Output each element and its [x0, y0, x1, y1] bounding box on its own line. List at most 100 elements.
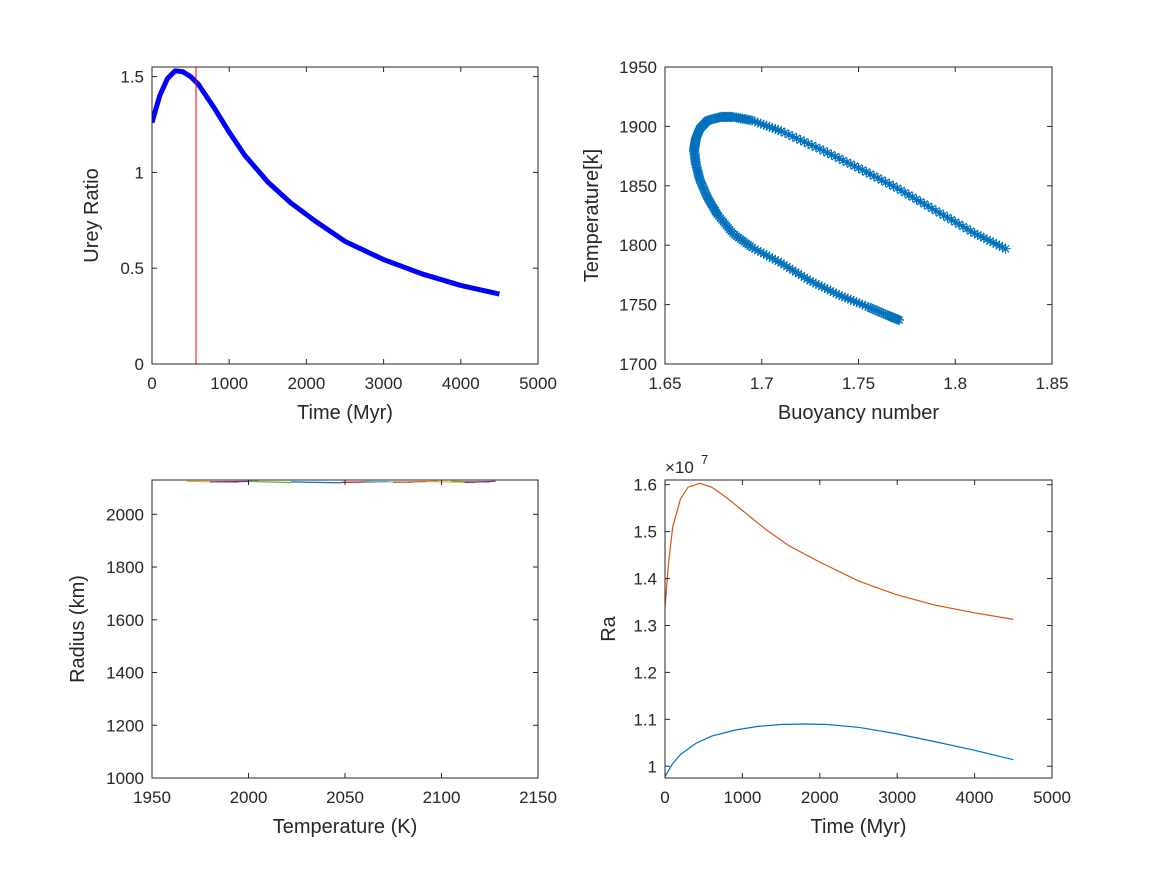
- scatter-point: [938, 210, 949, 221]
- x-tick-label: 1.75: [842, 374, 875, 393]
- x-tick-label: 5000: [1033, 788, 1071, 807]
- scatter-point: [878, 308, 889, 319]
- scatter-point: [700, 187, 711, 198]
- scatter-point: [773, 125, 784, 136]
- scatter-point: [991, 239, 1002, 250]
- scatter-point: [781, 261, 792, 272]
- scatter-point: [972, 229, 983, 240]
- scatter-point: [865, 302, 876, 313]
- scatter-point: [899, 187, 910, 198]
- x-tick-label: 1000: [723, 788, 761, 807]
- scatter-point: [857, 165, 868, 175]
- scatter-point: [764, 251, 775, 262]
- y-tick-label: 2000: [106, 505, 144, 524]
- scatter-point: [787, 265, 798, 276]
- scatter-point: [807, 140, 818, 151]
- scatter-point: [749, 244, 760, 255]
- scatter-point: [860, 300, 871, 311]
- y-tick-label: 1950: [619, 58, 657, 77]
- y-tick-label: 1: [135, 163, 144, 182]
- scatter-point: [848, 296, 859, 307]
- y-tick-label: 1.4: [633, 570, 657, 589]
- subplot-urey-ratio: 0 1000 2000 3000 4000 5000 0 0.5 1 1.5 Time (Myr) U…: [81, 66, 557, 424]
- scatter-point: [796, 270, 807, 281]
- scatter-point: [849, 161, 860, 172]
- scatter-point: [942, 212, 953, 223]
- scatter-point: [988, 237, 999, 248]
- scatter-point: [896, 185, 907, 196]
- axes-frame: [664, 479, 1053, 779]
- scatter-point: [923, 201, 934, 212]
- x-tick-label: 0: [147, 374, 156, 393]
- y-exponent-power: 7: [701, 452, 708, 467]
- y-tick-label: 1.6: [633, 476, 657, 495]
- scatter-point: [776, 126, 787, 137]
- subplot-radius-vs-temperature: 1950 2000 2050 2100 2150 1000 1200 1400 1600 1800…: [67, 479, 557, 838]
- scatter-point: [783, 129, 794, 140]
- scatter-point: [752, 117, 763, 128]
- scatter-point: [870, 305, 881, 316]
- scatter-point: [950, 217, 961, 228]
- scatter-point: [825, 285, 836, 296]
- x-tick-label: 3000: [878, 788, 916, 807]
- x-tick-label: 3000: [365, 374, 403, 393]
- y-tick-label: 1.2: [633, 663, 657, 682]
- x-tick-label: 1.65: [648, 374, 681, 393]
- scatter-point: [818, 145, 829, 156]
- scatter-point: [694, 174, 705, 185]
- series-line-0: [152, 68, 500, 297]
- x-tick-label: 2050: [326, 788, 364, 807]
- scatter-point: [911, 194, 922, 205]
- scatter-point: [779, 259, 790, 270]
- scatter-point: [793, 268, 804, 279]
- series-line-9: [464, 480, 496, 483]
- scatter-point: [857, 299, 868, 310]
- scatter-point: [876, 175, 887, 186]
- scatter-point: [695, 176, 706, 187]
- scatter-point: [872, 173, 883, 184]
- scatter-point: [784, 263, 795, 274]
- plot-area: [152, 480, 538, 778]
- scatter-point: [876, 307, 887, 318]
- scatter-point: [758, 248, 769, 259]
- scatter-point: [930, 205, 941, 216]
- scatter-point: [961, 223, 972, 234]
- scatter-point: [880, 309, 891, 320]
- y-tick-label: 1750: [619, 296, 657, 315]
- scatter-point: [803, 138, 814, 149]
- x-tick-label: 2000: [801, 788, 839, 807]
- y-axis-label: Temperature[k]: [581, 149, 603, 282]
- y-tick-label: 1800: [619, 236, 657, 255]
- plot-marks: [689, 111, 1011, 326]
- scatter-point: [828, 287, 839, 298]
- scatter-point: [826, 149, 837, 160]
- scatter-point: [884, 179, 895, 190]
- plot-marks: [186, 480, 496, 484]
- scatter-point: [770, 124, 781, 135]
- y-tick-label: 1200: [106, 716, 144, 735]
- x-tick-label: 0: [660, 788, 669, 807]
- scatter-point: [834, 153, 845, 164]
- scatter-point: [853, 162, 864, 173]
- scatter-point: [790, 266, 801, 277]
- scatter-point: [861, 167, 872, 178]
- y-tick-label: 1600: [106, 611, 144, 630]
- scatter-point: [946, 214, 957, 225]
- scatter-point: [845, 294, 856, 305]
- x-axis-label: Buoyancy number: [778, 402, 940, 424]
- x-axis-label: Temperature (K): [273, 816, 418, 838]
- scatter-point: [868, 304, 879, 315]
- scatter-point: [842, 293, 853, 304]
- scatter-point: [831, 288, 842, 299]
- scatter-point: [865, 169, 876, 180]
- y-tick-label: 1: [648, 757, 657, 776]
- x-tick-label: 2000: [230, 788, 268, 807]
- scatter-point: [799, 272, 810, 283]
- scatter-point: [837, 291, 848, 302]
- y-tick-label: 1.5: [120, 68, 144, 87]
- subplot-temperature-vs-buoyancy: 1.65 1.7 1.75 1.8 1.85 1700 1750 1800 1850 1900 19…: [581, 58, 1069, 424]
- scatter-point: [872, 306, 883, 317]
- scatter-point: [810, 278, 821, 289]
- scatter-point: [808, 277, 819, 288]
- scatter-point: [915, 196, 926, 207]
